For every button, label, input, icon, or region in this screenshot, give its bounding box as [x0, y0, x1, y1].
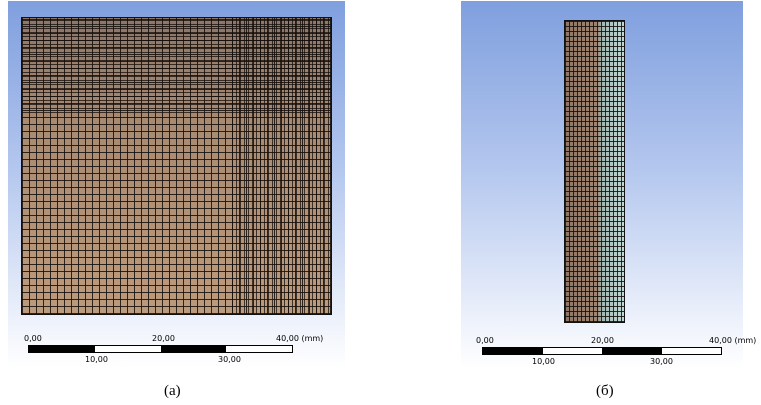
scale-label-30: 30,00 — [218, 355, 241, 364]
scale-label-10: 10,00 — [532, 357, 555, 366]
scale-bar-b: 0,00 20,00 40,00 (mm) 10,00 30,00 — [476, 335, 756, 375]
scale-label-0: 0,00 — [476, 336, 494, 345]
scale-label-10: 10,00 — [85, 355, 108, 364]
scale-label-0: 0,00 — [24, 334, 42, 343]
scale-label-40: 40,00 (mm) — [709, 336, 757, 345]
scale-bar-segments — [28, 345, 293, 353]
mesh-model-b — [564, 20, 625, 323]
scale-label-30: 30,00 — [650, 357, 673, 366]
scale-label-40: 40,00 (mm) — [276, 334, 324, 343]
viewport-a[interactable]: 0,00 20,00 40,00 (mm) 10,00 30,00 — [8, 1, 345, 368]
scale-bar-a: 0,00 20,00 40,00 (mm) 10,00 30,00 — [24, 333, 323, 373]
caption-b: (б) — [596, 383, 614, 399]
scale-label-20: 20,00 — [591, 336, 614, 345]
viewport-b[interactable]: 0,00 20,00 40,00 (mm) 10,00 30,00 — [461, 1, 756, 369]
scale-bar-segments — [482, 347, 722, 355]
scale-label-20: 20,00 — [152, 334, 175, 343]
mesh-refinement-right — [232, 18, 331, 314]
mesh-model-a — [21, 17, 332, 315]
caption-a: (a) — [164, 383, 181, 399]
